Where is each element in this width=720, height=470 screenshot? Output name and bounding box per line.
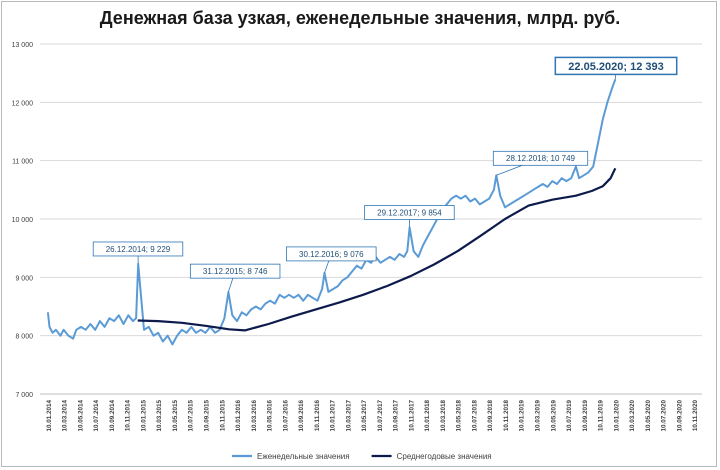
y-tick-label: 11 000	[12, 159, 33, 166]
x-tick-label: 10.11.2015	[219, 400, 226, 432]
x-tick-label: 10.03.2014	[62, 400, 69, 432]
x-tick-label: 10.11.2017	[408, 400, 415, 432]
callout-label: 28.12.2018; 10 749	[506, 154, 576, 163]
x-tick-label: 10.09.2020	[676, 400, 683, 432]
x-tick-label: 10.01.2017	[330, 400, 337, 432]
y-tick-label: 7 000	[15, 392, 33, 399]
x-tick-label: 10.07.2019	[566, 400, 573, 432]
x-tick-label: 10.07.2015	[188, 400, 195, 432]
x-tick-label: 10.11.2020	[692, 400, 699, 432]
callout-box	[554, 56, 678, 76]
x-tick-label: 10.05.2019	[550, 400, 557, 432]
x-tick-label: 10.01.2014	[46, 400, 53, 432]
x-tick-label: 10.09.2017	[393, 400, 400, 432]
x-tick-label: 10.09.2019	[582, 400, 589, 432]
x-tick-label: 10.03.2018	[440, 400, 447, 432]
series-annual-average-line	[137, 167, 617, 332]
x-tick-label: 10.03.2020	[629, 400, 636, 432]
x-tick-label: 10.07.2016	[282, 400, 289, 432]
x-tick-label: 10.01.2019	[519, 400, 526, 432]
x-tick-label: 10.01.2018	[424, 400, 431, 432]
x-tick-label: 10.05.2018	[456, 400, 463, 432]
legend-label: Среднегодовые значения	[397, 452, 492, 461]
x-tick-label: 10.01.2015	[140, 400, 147, 432]
callout-box	[92, 241, 184, 257]
callout-label: 22.05.2020; 12 393	[568, 61, 663, 73]
x-tick-label: 10.03.2017	[345, 400, 352, 432]
x-tick-label: 10.09.2018	[487, 400, 494, 432]
x-tick-label: 10.07.2017	[377, 400, 384, 432]
x-tick-label: 10.07.2014	[93, 400, 100, 432]
legend-label: Еженедельные значения	[257, 452, 350, 461]
x-tick-label: 10.09.2014	[109, 400, 116, 432]
x-tick-label: 10.11.2019	[598, 400, 605, 432]
x-tick-label: 10.03.2016	[251, 400, 258, 432]
series-weekly-line	[46, 79, 617, 346]
x-tick-label: 10.07.2018	[471, 400, 478, 432]
y-tick-label: 8 000	[15, 334, 33, 341]
y-tick-label: 9 000	[15, 275, 33, 282]
x-tick-label: 10.03.2019	[535, 400, 542, 432]
x-tick-label: 10.05.2017	[361, 400, 368, 432]
callout-label: 31.12.2015; 8 746	[203, 267, 268, 276]
callout-box	[286, 246, 377, 262]
y-tick-label: 13 000	[12, 42, 34, 49]
x-tick-label: 10.05.2020	[645, 400, 652, 432]
callout-box	[492, 150, 589, 166]
x-tick-label: 10.01.2020	[613, 400, 620, 432]
x-tick-label: 10.03.2015	[156, 400, 163, 432]
x-tick-label: 10.07.2020	[661, 400, 668, 432]
callout-box	[364, 205, 455, 220]
chart-title: Денежная база узкая, еженедельные значен…	[99, 8, 621, 28]
x-tick-label: 10.09.2016	[298, 400, 305, 432]
x-tick-label: 10.05.2016	[267, 400, 274, 432]
callout-box	[189, 263, 281, 279]
x-tick-label: 10.05.2014	[77, 400, 84, 432]
callout-label: 26.12.2014; 9 229	[106, 245, 171, 254]
x-tick-label: 10.11.2016	[314, 400, 321, 432]
x-tick-label: 10.11.2014	[125, 400, 132, 432]
x-tick-label: 10.09.2015	[204, 400, 211, 432]
callout-label: 30.12.2016; 9 076	[299, 250, 364, 259]
x-tick-label: 10.11.2018	[503, 400, 510, 432]
y-tick-label: 12 000	[12, 100, 34, 107]
x-tick-label: 10.05.2015	[172, 400, 179, 432]
callout-label: 29.12.2017; 9 854	[377, 208, 442, 217]
y-tick-label: 10 000	[12, 217, 34, 224]
x-tick-label: 10.01.2016	[235, 400, 242, 432]
